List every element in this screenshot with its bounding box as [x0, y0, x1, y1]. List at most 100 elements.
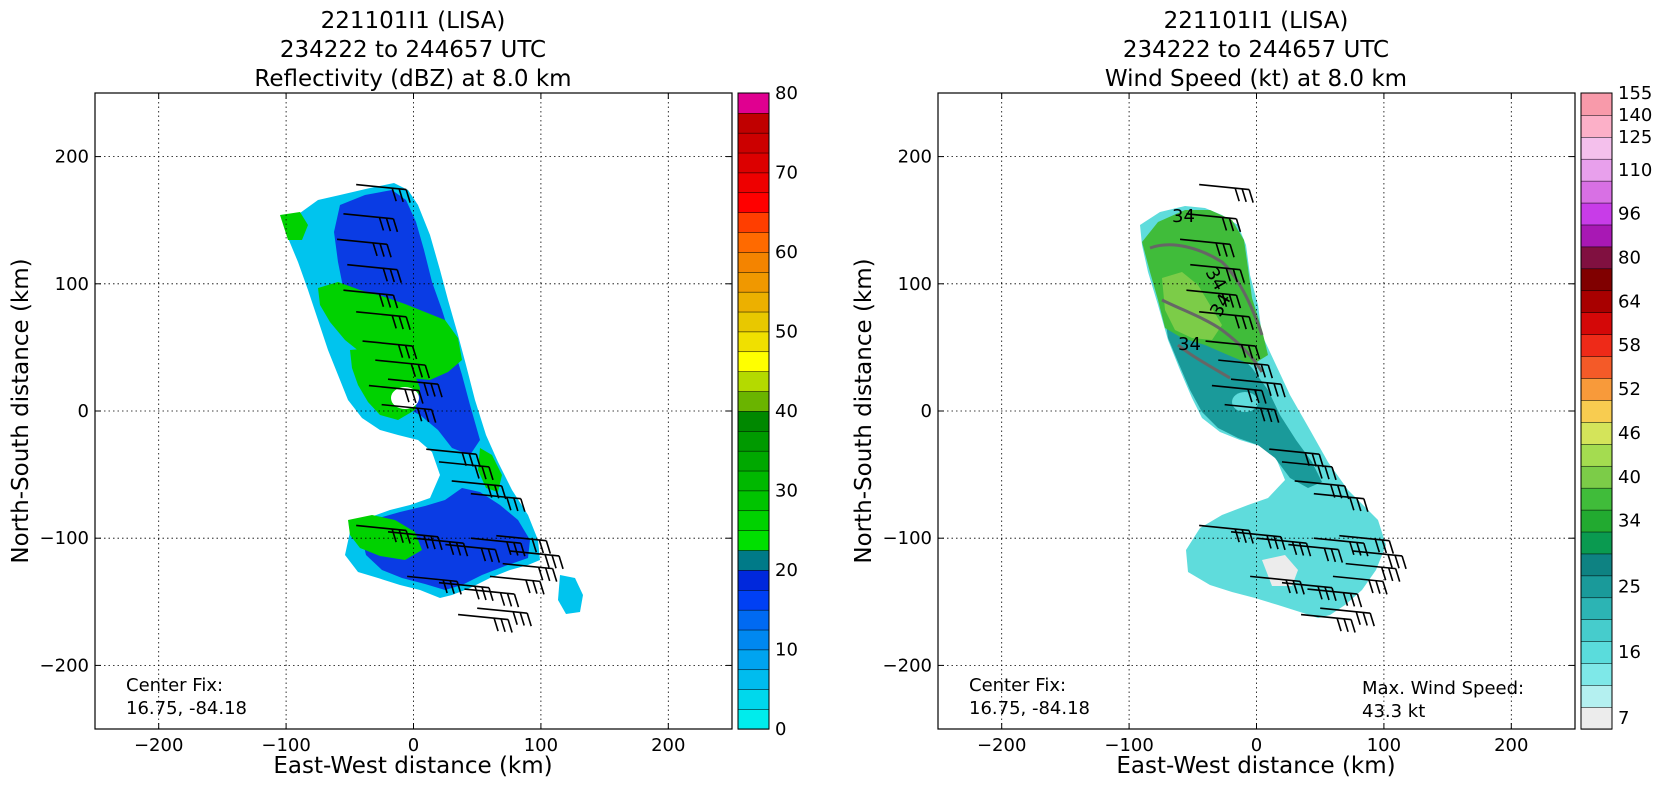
wind-barb-flag [1239, 269, 1246, 283]
wind-barb-flag [391, 187, 397, 202]
wind-barb [1313, 492, 1364, 500]
colorbar-bin [737, 669, 770, 690]
wind-barb-flag [1234, 315, 1240, 329]
wind-barb-flag [481, 586, 487, 601]
colorbar-bin [1580, 224, 1613, 248]
wind-barb-flag [544, 554, 550, 568]
wind-barb-flag [1382, 581, 1388, 595]
colorbar-bin [1580, 312, 1613, 335]
wind-barb [451, 480, 502, 487]
colorbar-bin [737, 92, 770, 114]
wind-barb [356, 524, 407, 532]
colorbar-bin [1580, 706, 1613, 730]
wind-barb-flag [430, 535, 436, 550]
x-axis-label: East-West distance (km) [1116, 753, 1395, 779]
wind-barb-flag [391, 528, 397, 543]
wind-barb-flag [1387, 567, 1394, 582]
wind-barb-flag [1248, 189, 1254, 203]
colorbar-bin [737, 132, 770, 154]
colorbar-bin [737, 490, 770, 512]
colorbar-bin [1580, 180, 1613, 204]
wind-barb-flag [430, 409, 437, 423]
wind-barb-flag [386, 244, 392, 258]
wind-barb-flag [405, 189, 411, 203]
x-tick-label: −200 [134, 735, 183, 756]
y-tick-label: −100 [883, 528, 932, 549]
wind-barb-flag [475, 453, 482, 468]
wind-barb-flag [392, 294, 399, 309]
wind-barb [1250, 575, 1301, 583]
wind-barb-flag [462, 542, 469, 557]
wind-barb-flag [1221, 293, 1228, 307]
wind-barb-flag [1317, 586, 1323, 600]
wind-barb-flag [1235, 294, 1242, 309]
colorbar-frame [737, 92, 770, 730]
y-tick-label: −100 [40, 528, 89, 549]
wind-barb-flag [1234, 187, 1240, 202]
y-tick-label: 200 [55, 147, 89, 168]
colorbar-bin [737, 708, 770, 730]
y-tick-label: 0 [78, 401, 89, 422]
wind-barb-flag [500, 618, 506, 633]
center-fix-value: 16.75, -84.18 [969, 698, 1090, 719]
wind-barb-flag [1401, 555, 1407, 570]
colorbar-bin [737, 371, 770, 392]
wind-barb-flag [437, 383, 443, 398]
wind-barb [1339, 534, 1390, 542]
wind-barb-flag [513, 497, 519, 512]
colorbar-tick-label: 50 [775, 322, 798, 343]
wind-barb-flag [378, 217, 385, 231]
wind-barb-flag [1381, 539, 1388, 554]
colorbar-tick-label: 70 [775, 163, 798, 184]
colorbar-tick-label: 125 [1618, 127, 1652, 148]
wind-barb-flag [1323, 547, 1330, 562]
wind-barb [477, 607, 528, 614]
wind-barb-flag [1280, 536, 1286, 551]
colorbar-bin [737, 231, 770, 253]
wind-barb-flag [1356, 593, 1363, 608]
wind-barb-flag [1304, 452, 1311, 466]
wind-barb-flag [1215, 242, 1221, 257]
wind-barb [413, 537, 464, 544]
colorbar-bin [737, 351, 770, 372]
wind-barb-flag [423, 382, 429, 397]
x-axis-label: East-West distance (km) [273, 753, 552, 779]
wind-barb-flag [1253, 363, 1260, 377]
colorbar-tick-label: 40 [1618, 467, 1641, 488]
y-tick-label: 0 [921, 401, 932, 422]
x-tick-label: −100 [261, 735, 310, 756]
x-tick-label: 0 [1251, 735, 1262, 756]
wind-barb-flag [532, 580, 538, 594]
wind-barb-flag [410, 363, 417, 377]
wind-barb-flag [1267, 364, 1274, 379]
wind-barb [1269, 448, 1320, 455]
wind-barb-flag [1292, 580, 1298, 594]
colorbar-tick-label: 40 [775, 401, 798, 422]
wind-barb-flag [488, 466, 494, 481]
wind-barb [407, 575, 458, 583]
wind-barb-flag [416, 408, 423, 422]
wind-barb-flag [449, 580, 455, 594]
wind-barb-flag [506, 541, 512, 556]
colorbar-bin [737, 212, 770, 233]
colorbar-bin [1580, 619, 1613, 642]
center-fix-value: 16.75, -84.18 [126, 698, 247, 719]
wind-barb-flag [389, 268, 396, 283]
colorbar-tick-label: 60 [775, 242, 798, 263]
wind-barb [1281, 461, 1333, 468]
wind-barb-flag [499, 592, 506, 606]
wind-barb-flag [1221, 217, 1228, 231]
wind-barb-flag [493, 617, 499, 632]
colorbar-bin [737, 331, 770, 353]
colorbar-bin [1580, 158, 1613, 182]
wind-barb [438, 581, 490, 589]
wind-barb [1332, 575, 1384, 583]
wind-barb-flag [474, 465, 480, 479]
wind-barb-flag [1261, 390, 1267, 404]
wind-barb-flag [1280, 383, 1286, 398]
colorbar-bin [1580, 377, 1613, 401]
wind-barb [368, 384, 419, 392]
wind-barb-flag [1222, 243, 1228, 257]
colorbar-tick-label: 96 [1618, 204, 1641, 225]
